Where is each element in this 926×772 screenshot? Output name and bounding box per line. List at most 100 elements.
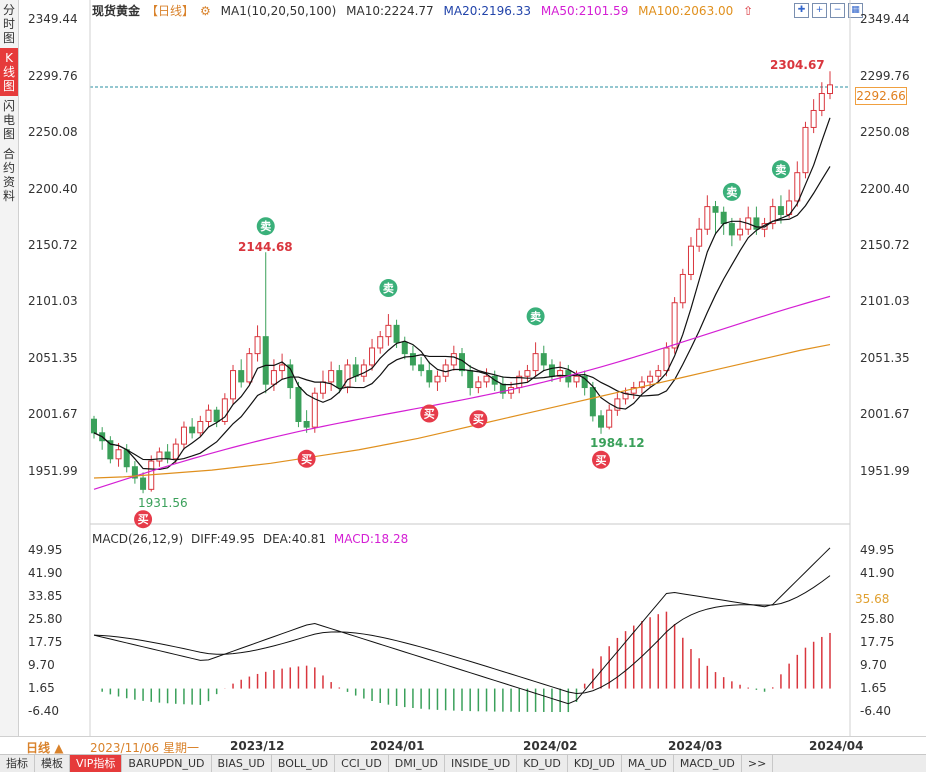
buy-signal-badge [134,510,153,529]
candle-body [393,324,400,343]
price-tick: 2349.44 [860,12,910,26]
candle-body [704,206,711,230]
macd-tick: 25.80 [860,612,895,626]
candle [524,364,531,382]
macd-diff: DIFF:49.95 [190,532,256,546]
candle-body [230,370,237,400]
tab-kd[interactable]: KD_UD [517,755,568,772]
buy-signal: 买 [297,449,316,468]
price-tick: 2150.72 [860,238,910,252]
tab-vip[interactable]: VIP指标 [70,755,123,772]
date-label: 2024/01 [370,739,425,753]
candle-body [810,109,817,128]
macd-tag: 35.68 [855,592,905,607]
candle [818,82,825,117]
tab-template[interactable]: 模板 [35,755,70,772]
tab-inside[interactable]: INSIDE_UD [445,755,518,772]
macd-dea-line [93,575,831,694]
sell-signal-badge [771,160,790,179]
macd-tick: 17.75 [28,635,63,649]
settings-icon[interactable]: ⚙ [200,4,211,18]
tab-boll[interactable]: BOLL_UD [272,755,336,772]
candle-body [598,415,605,428]
candle [238,359,245,388]
candle-body [606,409,613,428]
candle [91,415,97,439]
period-label[interactable]: 【日线】 [146,4,195,18]
tab-indicator[interactable]: 指标 [0,755,35,772]
candle-body [589,387,596,417]
candle-body [655,370,662,377]
candle-body [180,426,187,445]
tab-cci[interactable]: CCI_UD [335,755,389,772]
sell-signal-label: 卖 [775,162,786,176]
indicator-tabs: 指标 模板 VIP指标 BARUPDN_UD BIAS_UD BOLL_UD CCI_UD D… [0,754,926,772]
ma-label[interactable]: MA1(10,20,50,100) [220,4,337,18]
sell-signal-badge [526,307,545,326]
candle-body [328,370,335,383]
candle-body [638,381,645,389]
candle-body [189,426,196,434]
chart-toolbar: ✚ + − ▦ [794,1,866,18]
candle [385,314,392,346]
chart-header: 现货黄金 【日线】 ⚙ MA1(10,20,50,100) MA10:2224.77… [92,2,759,18]
zoom-out-icon[interactable]: − [830,3,845,18]
candle [475,376,482,394]
tab-macd[interactable]: MACD_UD [674,755,742,772]
candle [598,410,605,434]
left-sidebar: 分时图 K线图 闪电图 合约资料 [0,0,19,757]
sell-signal: 卖 [722,182,741,201]
price-tick: 2101.03 [860,294,910,308]
sidebar-item-flash[interactable]: 闪电图 [2,99,15,141]
macd-tick: 41.90 [28,566,63,580]
sidebar-item-timeshare[interactable]: 分时图 [2,3,15,45]
candle-body [303,420,310,428]
tab-kdj[interactable]: KDJ_UD [568,755,622,772]
candle-body [107,440,114,460]
buy-signal-badge [297,449,316,468]
zoom-in-icon[interactable]: + [812,3,827,18]
sidebar-item-kline[interactable]: K线图 [0,48,18,96]
sell-signal: 卖 [771,160,790,179]
start-date: 2023/11/06 星期一 [90,741,199,755]
price-tick: 1951.99 [28,464,78,478]
tab-barupdn[interactable]: BARUPDN_UD [122,755,212,772]
candle [589,381,596,422]
period-selector[interactable]: 日线 ▲ [26,741,64,755]
candle [189,418,196,439]
candle-body [647,375,654,383]
macd-tick: 33.85 [28,589,63,603]
ma100-line [93,343,831,479]
candle-body [581,375,588,389]
candle-body [467,370,474,389]
macd-tick: -6.40 [860,704,892,718]
macd-label[interactable]: MACD(26,12,9) [92,532,184,546]
candle [418,357,425,377]
candle [311,387,318,433]
crosshair-icon[interactable]: ✚ [794,3,809,18]
grid-icon[interactable]: ▦ [848,3,863,18]
tab-dmi[interactable]: DMI_UD [389,755,446,772]
candle [548,359,555,382]
candle-body [524,370,531,377]
candle-body [270,370,277,385]
candle [319,370,326,399]
candle-body [91,418,97,434]
sell-signal-label: 卖 [260,219,271,233]
tab-bias[interactable]: BIAS_UD [212,755,272,772]
tab-ma[interactable]: MA_UD [622,755,674,772]
candle [786,189,793,218]
buy-signal-label: 买 [596,454,607,467]
ma10-line [93,117,831,471]
candle-body [737,228,744,236]
buy-signal-badge [592,450,611,469]
candle-body [221,398,228,422]
tab-more[interactable]: >> [742,755,774,772]
sell-signal: 卖 [256,217,275,236]
macd-tick: 41.90 [860,566,895,580]
arrow-up-icon[interactable]: ⇧ [743,4,754,18]
sidebar-item-contract[interactable]: 合约资料 [2,147,15,203]
candle-body [548,364,555,377]
macd-tick: 17.75 [860,635,895,649]
